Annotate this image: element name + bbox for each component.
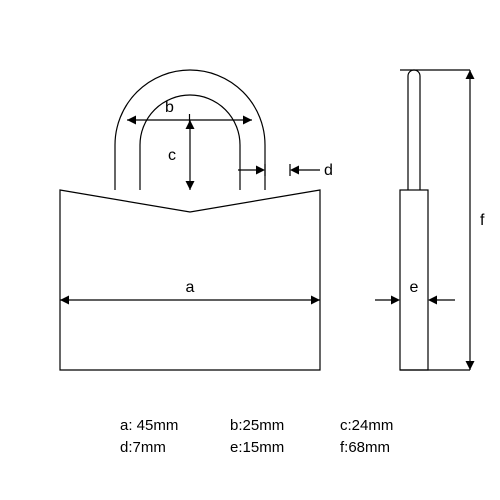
- legend-a: a: 45mm: [120, 417, 178, 434]
- dim-label-c: c: [168, 147, 176, 164]
- legend-f: f:68mm: [340, 439, 390, 456]
- dim-label-e: e: [410, 279, 419, 296]
- dim-label-d: d: [324, 162, 333, 179]
- legend-c: c:24mm: [340, 417, 393, 434]
- legend-d: d:7mm: [120, 439, 166, 456]
- legend-e: e:15mm: [230, 439, 284, 456]
- legend-b: b:25mm: [230, 417, 284, 434]
- dim-label-f: f: [480, 212, 485, 229]
- dim-label-b: b: [165, 99, 174, 116]
- dim-label-a: a: [186, 279, 195, 296]
- padlock-dimension-diagram: a b c d e f a: 45mm b:25mm c:24mm d:7mm e:15mm f:68…: [0, 0, 500, 500]
- shackle-side: [408, 70, 420, 190]
